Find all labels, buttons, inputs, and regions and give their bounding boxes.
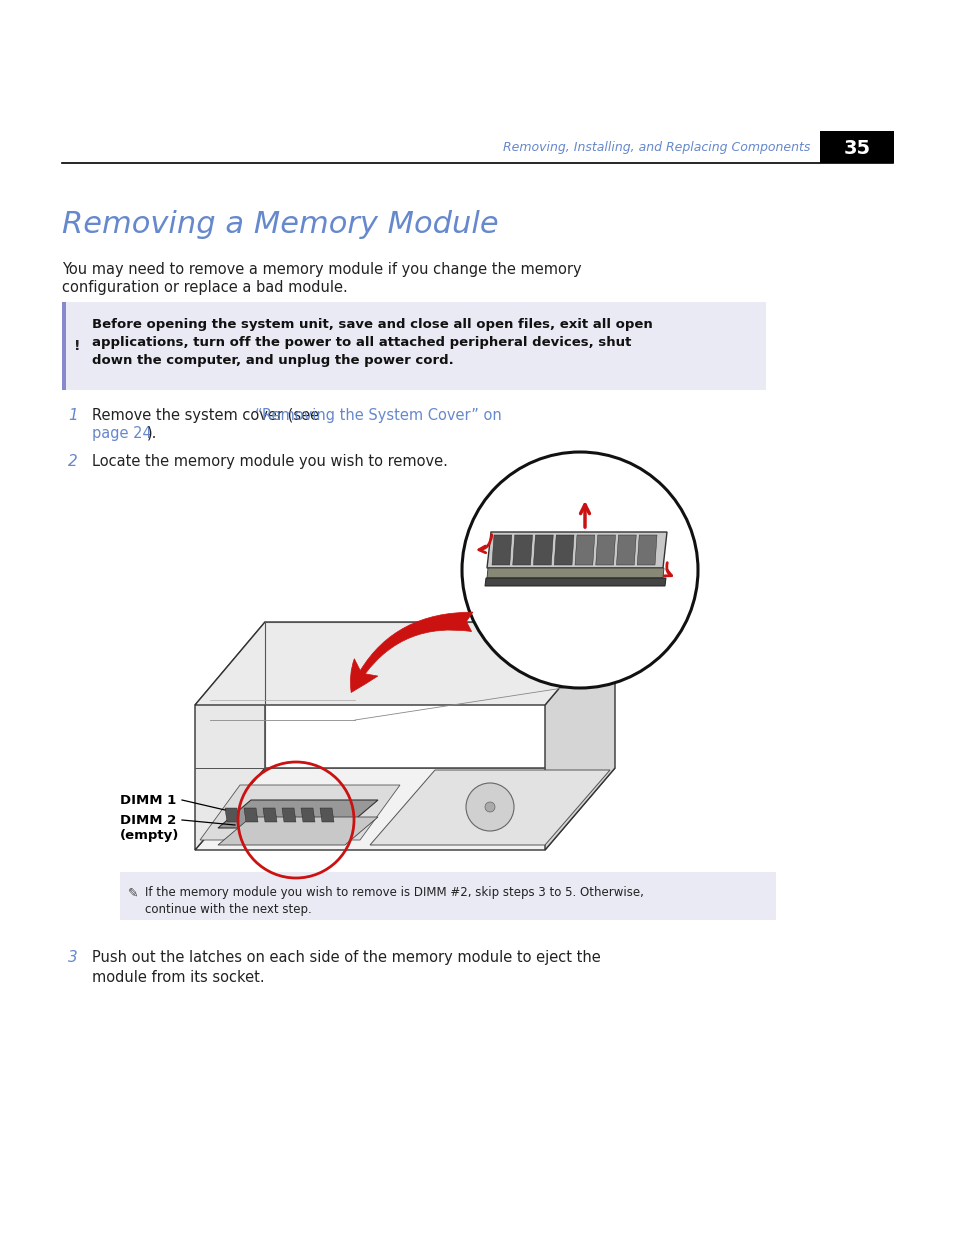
Text: page 24: page 24 xyxy=(91,426,152,441)
Polygon shape xyxy=(616,535,636,564)
Polygon shape xyxy=(301,808,314,823)
Polygon shape xyxy=(319,808,334,823)
Text: Before opening the system unit, save and close all open files, exit all open: Before opening the system unit, save and… xyxy=(91,317,652,331)
FancyBboxPatch shape xyxy=(62,303,66,390)
Text: You may need to remove a memory module if you change the memory: You may need to remove a memory module i… xyxy=(62,262,581,277)
Polygon shape xyxy=(200,785,399,840)
Polygon shape xyxy=(484,578,665,585)
Polygon shape xyxy=(282,808,295,823)
Text: Locate the memory module you wish to remove.: Locate the memory module you wish to rem… xyxy=(91,454,447,469)
Text: 2: 2 xyxy=(68,454,77,469)
Text: (empty): (empty) xyxy=(120,829,179,841)
Text: Push out the latches on each side of the memory module to eject the: Push out the latches on each side of the… xyxy=(91,950,600,965)
Circle shape xyxy=(484,802,495,811)
Polygon shape xyxy=(225,808,239,823)
Text: down the computer, and unplug the power cord.: down the computer, and unplug the power … xyxy=(91,354,454,367)
Text: Removing, Installing, and Replacing Components: Removing, Installing, and Replacing Comp… xyxy=(502,141,809,153)
Polygon shape xyxy=(492,535,511,564)
Polygon shape xyxy=(263,808,276,823)
FancyBboxPatch shape xyxy=(820,131,893,163)
Text: ).: ). xyxy=(147,426,157,441)
Text: Remove the system cover (see: Remove the system cover (see xyxy=(91,408,323,424)
Text: 3: 3 xyxy=(68,950,77,965)
Text: DIMM 2: DIMM 2 xyxy=(120,814,176,826)
Polygon shape xyxy=(244,808,257,823)
Text: If the memory module you wish to remove is DIMM #2, skip steps 3 to 5. Otherwise: If the memory module you wish to remove … xyxy=(145,885,643,899)
Text: continue with the next step.: continue with the next step. xyxy=(145,903,312,916)
Polygon shape xyxy=(194,622,265,850)
Polygon shape xyxy=(486,532,666,568)
Text: !: ! xyxy=(74,338,80,353)
Text: ✎: ✎ xyxy=(128,887,138,899)
Polygon shape xyxy=(486,568,663,578)
Polygon shape xyxy=(194,768,615,850)
Polygon shape xyxy=(194,622,615,705)
Polygon shape xyxy=(575,535,594,564)
Polygon shape xyxy=(595,535,615,564)
Circle shape xyxy=(465,783,514,831)
Text: “Removing the System Cover” on: “Removing the System Cover” on xyxy=(254,408,501,424)
Polygon shape xyxy=(637,535,657,564)
Text: configuration or replace a bad module.: configuration or replace a bad module. xyxy=(62,280,348,295)
Polygon shape xyxy=(512,535,532,564)
Polygon shape xyxy=(544,622,615,850)
Text: applications, turn off the power to all attached peripheral devices, shut: applications, turn off the power to all … xyxy=(91,336,631,350)
FancyBboxPatch shape xyxy=(120,872,775,920)
FancyBboxPatch shape xyxy=(62,303,765,390)
Text: 1: 1 xyxy=(68,408,77,424)
Polygon shape xyxy=(533,535,553,564)
Polygon shape xyxy=(554,535,574,564)
Polygon shape xyxy=(218,818,377,845)
Text: DIMM 1: DIMM 1 xyxy=(120,794,176,806)
Circle shape xyxy=(461,452,698,688)
Text: module from its socket.: module from its socket. xyxy=(91,969,264,986)
Polygon shape xyxy=(370,769,609,845)
Text: Removing a Memory Module: Removing a Memory Module xyxy=(62,210,498,240)
Polygon shape xyxy=(218,800,377,827)
Text: 35: 35 xyxy=(842,138,870,158)
